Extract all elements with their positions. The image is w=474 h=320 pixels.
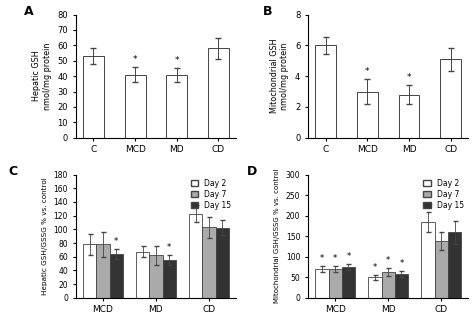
Text: *: * xyxy=(373,263,377,272)
Bar xyxy=(208,48,229,138)
Y-axis label: Hepatic GSH
nmol/mg protein: Hepatic GSH nmol/mg protein xyxy=(32,43,52,110)
Bar xyxy=(328,269,342,298)
Bar xyxy=(149,255,163,298)
Y-axis label: Mitochondrial GSH
nmol/mg protein: Mitochondrial GSH nmol/mg protein xyxy=(270,39,290,113)
Text: *: * xyxy=(386,256,390,265)
Bar xyxy=(136,252,149,298)
Text: *: * xyxy=(133,55,137,64)
Bar xyxy=(382,272,395,298)
Y-axis label: Mitochondrial GSH/GSSG % vs. control: Mitochondrial GSH/GSSG % vs. control xyxy=(274,169,280,303)
Y-axis label: Hepatic GSH/GSSG % vs. control: Hepatic GSH/GSSG % vs. control xyxy=(42,177,48,295)
Bar xyxy=(315,269,328,298)
Bar xyxy=(83,56,104,138)
Bar xyxy=(125,75,146,138)
Bar xyxy=(421,222,435,298)
Text: *: * xyxy=(320,254,324,263)
Bar xyxy=(315,45,336,138)
Bar xyxy=(96,244,109,298)
Text: *: * xyxy=(346,252,351,260)
Text: *: * xyxy=(167,243,171,252)
Bar xyxy=(109,254,123,298)
Bar xyxy=(189,213,202,298)
Bar xyxy=(399,95,419,138)
Text: *: * xyxy=(114,237,118,246)
Bar xyxy=(435,241,448,298)
Text: A: A xyxy=(24,5,34,18)
Text: *: * xyxy=(333,254,337,263)
Bar xyxy=(202,227,216,298)
Text: *: * xyxy=(399,259,403,268)
Text: *: * xyxy=(174,56,179,65)
Bar xyxy=(440,59,461,138)
Bar xyxy=(357,92,378,138)
Bar xyxy=(448,232,461,298)
Text: C: C xyxy=(8,165,18,178)
Bar xyxy=(216,228,229,298)
Bar xyxy=(342,267,355,298)
Bar xyxy=(166,76,187,138)
Bar xyxy=(368,277,382,298)
Bar xyxy=(395,274,408,298)
Text: *: * xyxy=(407,73,411,82)
Text: *: * xyxy=(365,67,370,76)
Bar xyxy=(163,260,176,298)
Bar xyxy=(83,244,96,298)
Legend: Day 2, Day 7, Day 15: Day 2, Day 7, Day 15 xyxy=(422,178,465,211)
Legend: Day 2, Day 7, Day 15: Day 2, Day 7, Day 15 xyxy=(190,178,232,211)
Text: B: B xyxy=(263,5,273,18)
Text: D: D xyxy=(247,165,257,178)
